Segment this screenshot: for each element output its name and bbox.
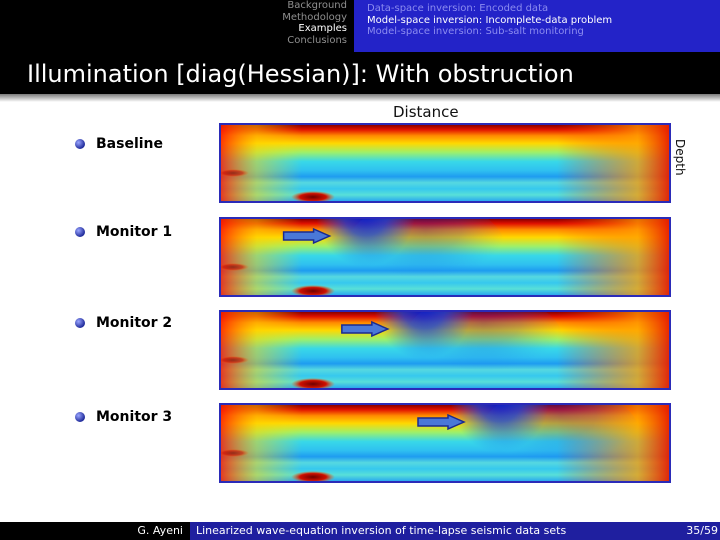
bottom-hotspot — [291, 285, 335, 295]
nav-subsection-incomplete-data[interactable]: Model-space inversion: Incomplete-data p… — [367, 14, 613, 26]
left-edge-zone — [221, 125, 669, 201]
nav-subsection-encoded-data[interactable]: Data-space inversion: Encoded data — [367, 3, 549, 14]
bullet-label: Monitor 3 — [96, 409, 173, 425]
slide-footer: G. Ayeni Linearized wave-equation invers… — [0, 522, 720, 540]
obstruction-arrow-icon — [417, 413, 466, 431]
nav-section-methodology[interactable]: Methodology — [282, 11, 347, 23]
footer-page-number[interactable]: 35/59 — [676, 522, 720, 540]
illumination-image — [221, 405, 669, 481]
bullet-icon — [75, 318, 85, 328]
slide-title: Illumination [diag(Hessian)]: With obstr… — [27, 60, 574, 88]
bullet-baseline: Baseline — [75, 136, 163, 152]
illumination-image — [221, 312, 669, 388]
left-hotspot — [221, 169, 249, 177]
shadow-tail — [480, 405, 640, 481]
illumination-panel-monitor-3 — [219, 403, 671, 483]
bottom-hotspot — [291, 471, 335, 481]
bullet-monitor-2: Monitor 2 — [75, 315, 172, 331]
bullet-icon — [75, 227, 85, 237]
bullet-label: Baseline — [96, 136, 164, 152]
slide-title-bar: Illumination [diag(Hessian)]: With obstr… — [0, 52, 720, 94]
obstruction-arrow-icon — [341, 320, 390, 338]
illumination-panel-baseline — [219, 123, 671, 203]
bullet-icon — [75, 139, 85, 149]
shadow-tail — [345, 219, 506, 295]
illumination-image — [221, 219, 669, 295]
title-shadow — [0, 94, 720, 102]
bottom-hotspot — [291, 378, 335, 388]
nav-subsection-sub-salt[interactable]: Model-space inversion: Sub-salt monitori… — [367, 26, 584, 37]
bullet-monitor-1: Monitor 1 — [75, 224, 172, 240]
bullet-monitor-3: Monitor 3 — [75, 409, 172, 425]
y-axis-label: Depth — [673, 139, 687, 176]
x-axis-label: Distance — [393, 103, 459, 121]
bullet-label: Monitor 1 — [96, 224, 173, 240]
nav-section-background[interactable]: Background — [287, 0, 347, 11]
bullet-icon — [75, 412, 85, 422]
shadow-tail — [403, 312, 564, 388]
section-navigation: Background Methodology Examples Conclusi… — [0, 0, 720, 52]
left-hotspot — [221, 356, 249, 364]
nav-section-conclusions[interactable]: Conclusions — [287, 34, 347, 46]
subsection-list: Data-space inversion: Encoded data Model… — [354, 0, 720, 52]
illumination-image — [221, 125, 669, 201]
illumination-panel-monitor-1 — [219, 217, 671, 297]
obstruction-arrow-icon — [282, 227, 332, 245]
section-list: Background Methodology Examples Conclusi… — [0, 0, 354, 52]
bottom-hotspot — [291, 191, 335, 201]
left-hotspot — [221, 263, 249, 271]
illumination-panel-monitor-2 — [219, 310, 671, 390]
footer-author: G. Ayeni — [0, 522, 190, 540]
nav-section-examples[interactable]: Examples — [298, 23, 347, 34]
footer-talk-title: Linearized wave-equation inversion of ti… — [190, 522, 676, 540]
bullet-label: Monitor 2 — [96, 315, 173, 331]
left-hotspot — [221, 449, 249, 457]
